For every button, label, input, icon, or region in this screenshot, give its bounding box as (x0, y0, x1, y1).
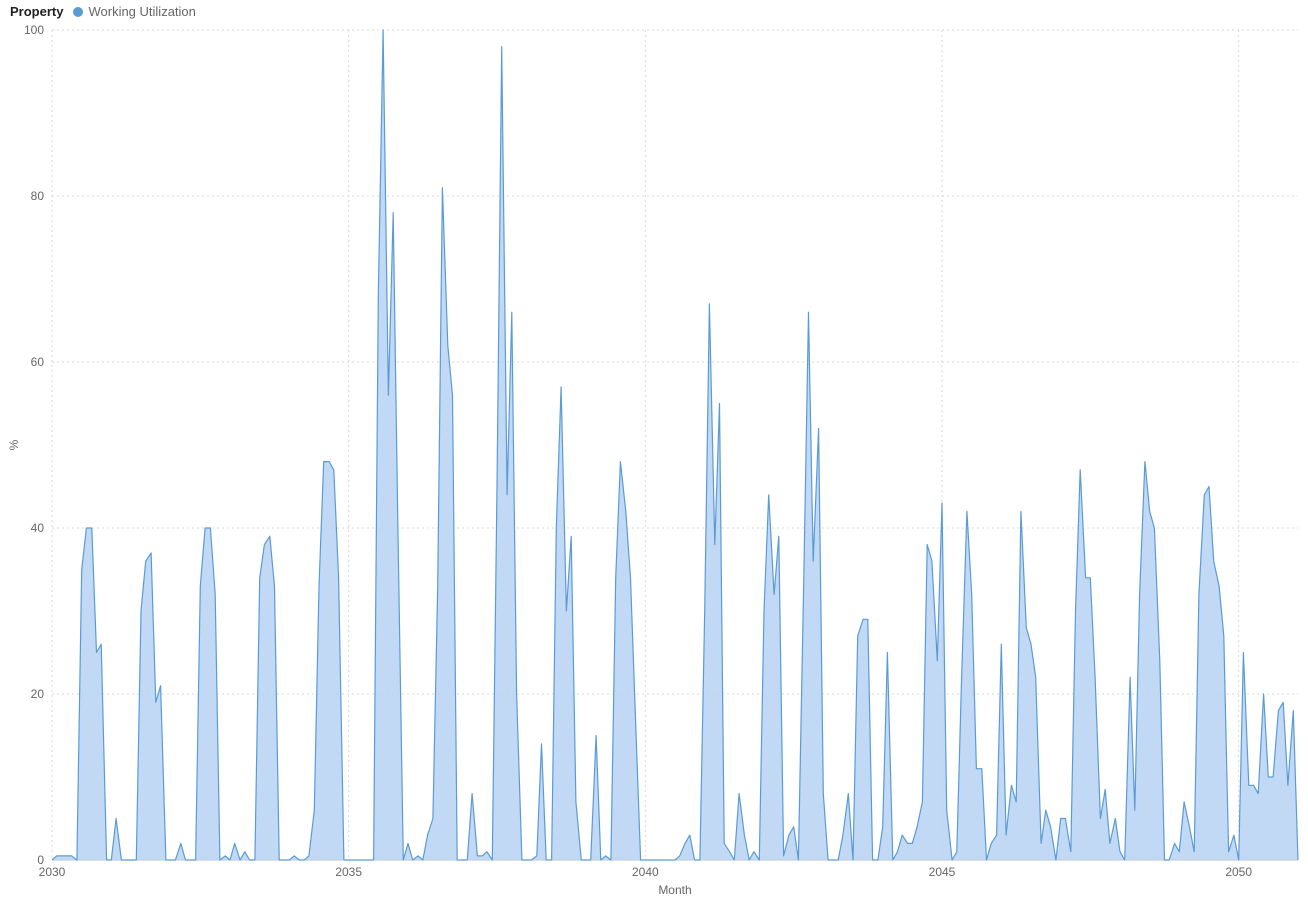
chart-svg[interactable]: 02040608010020302035204020452050%Month (0, 22, 1308, 900)
legend-series-label: Working Utilization (88, 4, 195, 19)
chart-container: 02040608010020302035204020452050%Month (0, 22, 1308, 900)
svg-text:60: 60 (31, 355, 45, 369)
svg-text:100: 100 (24, 23, 44, 37)
x-axis-label: Month (658, 883, 691, 897)
legend-dot-icon (73, 7, 83, 17)
legend-title: Property (10, 4, 63, 19)
svg-text:20: 20 (31, 687, 45, 701)
legend-item[interactable]: Working Utilization (73, 4, 195, 19)
svg-text:2050: 2050 (1225, 865, 1252, 879)
svg-text:2030: 2030 (39, 865, 66, 879)
chart-legend: Property Working Utilization (10, 4, 196, 19)
svg-text:80: 80 (31, 189, 45, 203)
svg-text:40: 40 (31, 521, 45, 535)
svg-text:2040: 2040 (632, 865, 659, 879)
svg-text:2035: 2035 (335, 865, 362, 879)
svg-text:2045: 2045 (929, 865, 956, 879)
y-axis-label: % (7, 439, 21, 450)
